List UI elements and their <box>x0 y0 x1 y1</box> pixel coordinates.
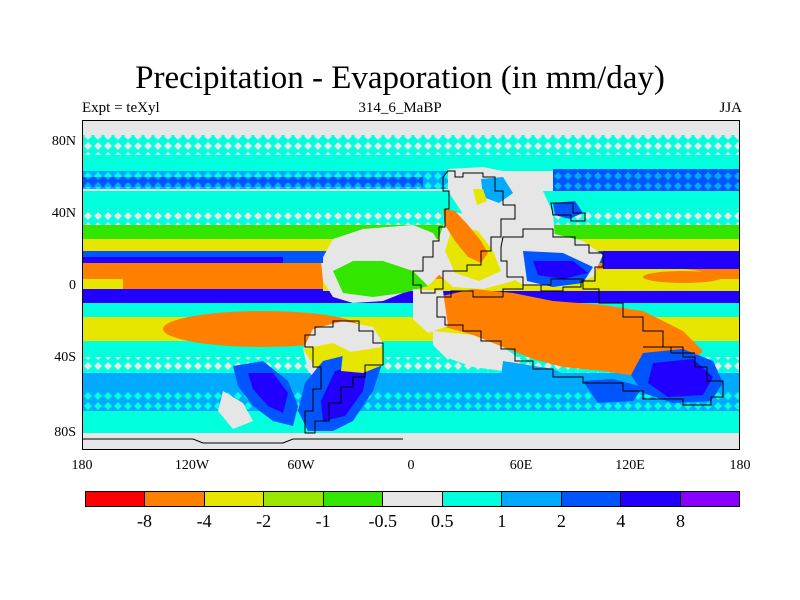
lon-label-0: 0 <box>407 458 415 473</box>
colorbar-label: -0.5 <box>368 511 397 531</box>
map-title: Precipitation - Evaporation (in mm/day) <box>135 60 665 96</box>
colorbar-label: -8 <box>137 511 153 531</box>
colorbar-swatch <box>86 492 146 506</box>
lat-label-80s: 80S <box>54 425 76 440</box>
coastlines <box>83 170 724 444</box>
precip-evap-map <box>83 135 739 449</box>
lon-label-180e: 180 <box>729 458 751 473</box>
experiment-label: Expt = teXyl <box>82 100 160 116</box>
colorbar-label: 1 <box>497 511 507 531</box>
colorbar-swatch <box>621 492 681 506</box>
lon-label-120w: 120W <box>174 458 210 473</box>
colorbar-label: -1 <box>315 511 331 531</box>
lat-label-40n: 40N <box>51 206 76 221</box>
colorbar-label: 0.5 <box>431 511 454 531</box>
season-label: JJA <box>719 100 742 116</box>
colorbar-swatch <box>442 492 503 506</box>
colorbar-label: 2 <box>556 511 566 531</box>
map-panel <box>82 120 740 450</box>
colorbar <box>85 491 740 507</box>
lon-label-180w: 180 <box>71 458 93 473</box>
colorbar-label: -2 <box>256 511 272 531</box>
period-label: 314_6_MaBP <box>358 100 442 116</box>
tropical-bands <box>83 251 739 301</box>
lon-label-60e: 60E <box>509 458 533 473</box>
colorbar-label: 8 <box>675 511 685 531</box>
eastern-continent <box>413 167 723 403</box>
colorbar-swatch <box>323 492 384 506</box>
lat-label-80n: 80N <box>51 134 76 149</box>
colorbar-swatch <box>204 492 265 506</box>
colorbar-label: -4 <box>196 511 212 531</box>
lon-label-120e: 120E <box>615 458 645 473</box>
colorbar-swatch <box>502 492 562 506</box>
lat-label-eq: 0 <box>69 278 76 293</box>
colorbar-swatch <box>383 492 443 506</box>
lon-label-60w: 60W <box>287 458 315 473</box>
lat-label-40s: 40S <box>54 350 76 365</box>
colorbar-swatch <box>561 492 622 506</box>
colorbar-swatch <box>680 492 739 506</box>
colorbar-label: 4 <box>616 511 626 531</box>
colorbar-swatch <box>145 492 205 506</box>
colorbar-swatch <box>264 492 324 506</box>
